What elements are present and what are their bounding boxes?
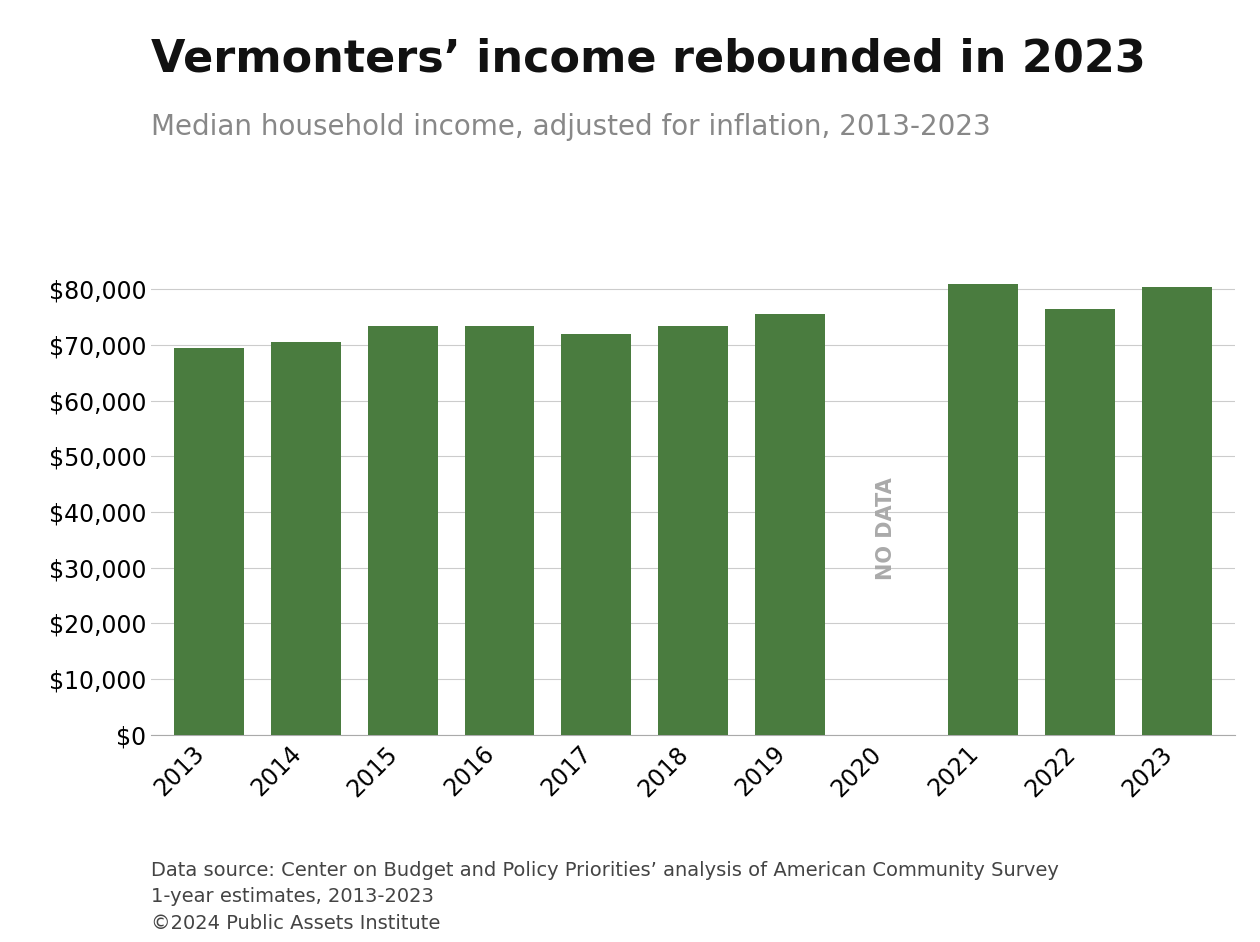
Bar (1046, 309, 1115, 735)
Bar (174, 348, 244, 735)
Bar (562, 334, 631, 735)
Bar (755, 315, 824, 735)
Bar (368, 326, 437, 735)
Text: NO DATA: NO DATA (877, 478, 897, 580)
Text: Data source: Center on Budget and Policy Priorities’ analysis of American Commun: Data source: Center on Budget and Policy… (151, 861, 1060, 933)
Bar (658, 326, 728, 735)
Text: Vermonters’ income rebounded in 2023: Vermonters’ income rebounded in 2023 (151, 38, 1145, 81)
Bar (465, 326, 534, 735)
Bar (949, 284, 1018, 735)
Text: Median household income, adjusted for inflation, 2013-2023: Median household income, adjusted for in… (151, 113, 990, 141)
Bar (271, 342, 340, 735)
Bar (1142, 286, 1212, 735)
